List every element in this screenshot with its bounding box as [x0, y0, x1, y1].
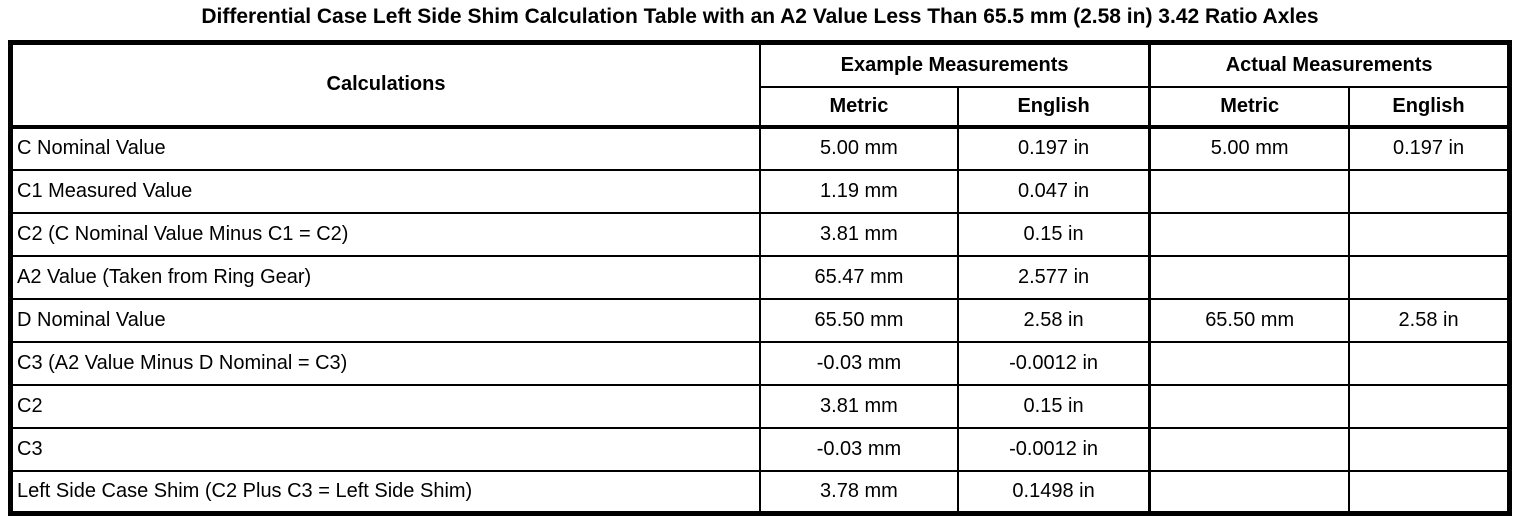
table-row: C3 -0.03 mm -0.0012 in [9, 426, 1511, 472]
column-group-actual-measurements: Actual Measurements [1148, 41, 1511, 88]
example-english-value: -0.0012 in [956, 340, 1151, 386]
actual-metric-value [1148, 469, 1351, 515]
actual-english-value [1348, 340, 1511, 386]
header-group-row: Calculations Example Measurements Actual… [9, 41, 1511, 128]
column-header-actual-english: English [1348, 85, 1511, 128]
example-english-value: 0.197 in [956, 125, 1151, 171]
column-header-example-metric: Metric [759, 85, 959, 128]
example-english-value: 0.1498 in [956, 469, 1151, 515]
example-metric-value: 5.00 mm [759, 125, 959, 171]
calculation-label: C3 [9, 426, 762, 472]
example-metric-value: -0.03 mm [759, 426, 959, 472]
table-row: C2 (C Nominal Value Minus C1 = C2) 3.81 … [9, 211, 1511, 257]
table-body: C Nominal Value 5.00 mm 0.197 in 5.00 mm… [9, 125, 1511, 515]
actual-metric-value [1148, 254, 1351, 300]
column-header-actual-metric: Metric [1148, 85, 1351, 128]
actual-english-value [1348, 383, 1511, 429]
column-group-example-measurements: Example Measurements [759, 41, 1151, 88]
actual-english-value: 2.58 in [1348, 297, 1511, 343]
column-header-calculations: Calculations [9, 41, 762, 128]
column-header-example-english: English [956, 85, 1151, 128]
example-metric-value: 3.81 mm [759, 211, 959, 257]
calculation-label: D Nominal Value [9, 297, 762, 343]
actual-metric-value [1148, 383, 1351, 429]
table-row: D Nominal Value 65.50 mm 2.58 in 65.50 m… [9, 297, 1511, 343]
actual-metric-value [1148, 340, 1351, 386]
example-metric-value: 65.50 mm [759, 297, 959, 343]
calculation-label: C3 (A2 Value Minus D Nominal = C3) [9, 340, 762, 386]
table-row: Left Side Case Shim (C2 Plus C3 = Left S… [9, 469, 1511, 515]
actual-english-value: 0.197 in [1348, 125, 1511, 171]
calculation-label: C Nominal Value [9, 125, 762, 171]
table-row: A2 Value (Taken from Ring Gear) 65.47 mm… [9, 254, 1511, 300]
example-metric-value: 1.19 mm [759, 168, 959, 214]
calculation-label: C2 (C Nominal Value Minus C1 = C2) [9, 211, 762, 257]
example-metric-value: 3.78 mm [759, 469, 959, 515]
example-metric-value: -0.03 mm [759, 340, 959, 386]
example-english-value: 2.577 in [956, 254, 1151, 300]
example-metric-value: 3.81 mm [759, 383, 959, 429]
table-header: Calculations Example Measurements Actual… [9, 41, 1511, 128]
calculation-label: Left Side Case Shim (C2 Plus C3 = Left S… [9, 469, 762, 515]
calculation-label: A2 Value (Taken from Ring Gear) [9, 254, 762, 300]
example-english-value: 2.58 in [956, 297, 1151, 343]
example-english-value: -0.0012 in [956, 426, 1151, 472]
actual-metric-value [1148, 168, 1351, 214]
table-title: Differential Case Left Side Shim Calcula… [201, 5, 1319, 28]
example-english-value: 0.15 in [956, 211, 1151, 257]
example-metric-value: 65.47 mm [759, 254, 959, 300]
actual-metric-value: 65.50 mm [1148, 297, 1351, 343]
actual-metric-value: 5.00 mm [1148, 125, 1351, 171]
actual-metric-value [1148, 426, 1351, 472]
table-row: C2 3.81 mm 0.15 in [9, 383, 1511, 429]
calculation-label: C2 [9, 383, 762, 429]
shim-calculation-table: Calculations Example Measurements Actual… [8, 40, 1512, 516]
example-english-value: 0.15 in [956, 383, 1151, 429]
header-unit-row: Metric English Metric English [11, 85, 1511, 128]
actual-english-value [1348, 254, 1511, 300]
table-row: C3 (A2 Value Minus D Nominal = C3) -0.03… [9, 340, 1511, 386]
actual-metric-value [1148, 211, 1351, 257]
actual-english-value [1348, 426, 1511, 472]
actual-english-value [1348, 168, 1511, 214]
calculation-label: C1 Measured Value [9, 168, 762, 214]
table-row: C1 Measured Value 1.19 mm 0.047 in [9, 168, 1511, 214]
table-row: C Nominal Value 5.00 mm 0.197 in 5.00 mm… [9, 125, 1511, 171]
actual-english-value [1348, 211, 1511, 257]
example-english-value: 0.047 in [956, 168, 1151, 214]
actual-english-value [1348, 469, 1511, 515]
